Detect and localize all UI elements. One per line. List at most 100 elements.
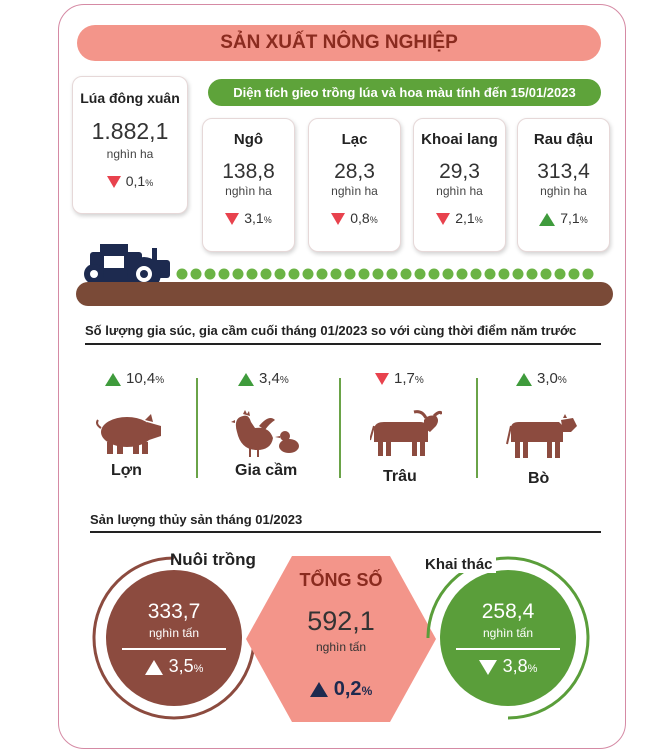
percent-sign: % xyxy=(474,215,483,225)
rice-value: 1.882,1 xyxy=(91,118,169,144)
catch-ring xyxy=(426,556,590,720)
page-frame xyxy=(58,4,626,749)
total-unit: nghìn tấn xyxy=(315,640,367,654)
livestock-divider xyxy=(85,343,601,345)
buffalo-icon xyxy=(370,410,442,456)
total-change: 0,2% xyxy=(244,678,438,701)
farming-unit: nghìn tấn xyxy=(148,626,200,640)
livestock-separator xyxy=(476,378,478,478)
down-arrow-icon xyxy=(225,213,240,226)
farming-divider xyxy=(122,648,226,650)
fishery-divider xyxy=(90,531,601,533)
crop-label: Rau đậu xyxy=(533,131,594,148)
crop-unit: nghìn ha xyxy=(540,184,587,198)
percent-sign: % xyxy=(155,375,165,386)
percent-sign: % xyxy=(193,663,204,675)
percent-sign: % xyxy=(579,215,588,225)
field-illustration xyxy=(76,244,613,306)
total-value: 592,1 xyxy=(307,606,375,636)
livestock-change: 10,4% xyxy=(105,370,164,387)
farming-change: 3,5% xyxy=(106,656,242,677)
crop-change: 2,1% xyxy=(414,210,505,226)
percent-sign: % xyxy=(414,375,424,386)
farming-ring xyxy=(92,556,256,720)
crop-value: 138,8 xyxy=(222,160,275,183)
crops-header: Diện tích gieo trồng lúa và hoa màu tính… xyxy=(208,79,601,106)
livestock-label: Gia cầm xyxy=(235,462,298,479)
crop-value: 28,3 xyxy=(334,160,375,183)
crop-value: 29,3 xyxy=(439,160,480,183)
soil-strip xyxy=(76,282,613,306)
farming-value: 333,7 xyxy=(147,600,201,623)
crop-change-value: 0,8 xyxy=(350,210,370,226)
crop-unit: nghìn ha xyxy=(225,184,272,198)
total-label: TỔNG SỐ xyxy=(299,570,383,590)
up-arrow-icon xyxy=(144,659,163,675)
poultry-icon xyxy=(231,410,299,457)
pig-icon xyxy=(96,414,161,454)
crop-change: 7,1% xyxy=(518,210,609,226)
rice-card: Lúa đông xuân 1.882,1 nghìn ha 0,1% xyxy=(72,76,188,214)
percent-sign: % xyxy=(263,215,272,225)
page-title: SẢN XUẤT NÔNG NGHIỆP xyxy=(77,25,601,61)
rice-change-value: 0,1 xyxy=(125,173,146,189)
fishery-header: Sản lượng thủy sản tháng 01/2023 xyxy=(90,512,303,527)
livestock-header: Số lượng gia súc, gia cầm cuối tháng 01/… xyxy=(85,323,577,338)
livestock-change-value: 3,4 xyxy=(259,370,280,387)
up-arrow-icon xyxy=(309,682,328,698)
catch-value: 258,4 xyxy=(481,600,535,623)
crop-change-value: 3,1 xyxy=(244,210,264,226)
catch-change: 3,8% xyxy=(440,656,576,677)
livestock-change: 3,0% xyxy=(516,370,567,387)
livestock-label: Lợn xyxy=(111,462,142,479)
percent-sign: % xyxy=(527,663,538,675)
crop-change: 3,1% xyxy=(203,210,294,226)
down-arrow-icon xyxy=(106,176,121,189)
percent-sign: % xyxy=(145,178,154,188)
crop-change-value: 7,1 xyxy=(560,210,580,226)
livestock-change: 3,4% xyxy=(238,370,289,387)
crop-unit: nghìn ha xyxy=(436,184,483,198)
down-arrow-icon xyxy=(478,659,497,675)
livestock-separator xyxy=(339,378,341,478)
crop-label: Lạc xyxy=(341,131,368,148)
up-arrow-icon xyxy=(539,212,556,226)
crop-card-lac: Lạc 28,3 nghìn ha 0,8% xyxy=(308,118,401,252)
crop-card-ngo: Ngô 138,8 nghìn ha 3,1% xyxy=(202,118,295,252)
percent-sign: % xyxy=(369,215,378,225)
livestock-change-value: 10,4 xyxy=(126,370,156,387)
farming-label: Nuôi trồng xyxy=(170,550,256,569)
down-arrow-icon xyxy=(436,213,451,226)
up-arrow-icon xyxy=(238,372,254,386)
crop-card-rau-dau: Rau đậu 313,4 nghìn ha 7,1% xyxy=(517,118,610,252)
crop-label: Khoai lang xyxy=(421,131,498,148)
percent-sign: % xyxy=(361,684,373,698)
catch-unit: nghìn tấn xyxy=(482,626,534,640)
catch-change-value: 3,8 xyxy=(502,656,528,676)
total-change-value: 0,2 xyxy=(333,678,362,700)
down-arrow-icon xyxy=(331,213,346,226)
livestock-label: Bò xyxy=(528,470,550,487)
percent-sign: % xyxy=(557,375,567,386)
catch-divider xyxy=(456,648,560,650)
crop-change: 0,8% xyxy=(309,210,400,226)
crop-value: 313,4 xyxy=(537,160,590,183)
rice-label: Lúa đông xuân xyxy=(80,90,180,106)
rice-change: 0,1% xyxy=(73,173,187,189)
rice-unit: nghìn ha xyxy=(106,147,154,161)
catch-label: Khai thác xyxy=(422,556,496,573)
crop-card-khoai-lang: Khoai lang 29,3 nghìn ha 2,1% xyxy=(413,118,506,252)
down-arrow-icon xyxy=(375,373,389,386)
up-arrow-icon xyxy=(105,372,121,386)
crop-label: Ngô xyxy=(233,131,264,148)
livestock-change-value: 1,7 xyxy=(394,370,415,387)
livestock-change: 1,7% xyxy=(375,370,424,387)
crop-change-value: 2,1 xyxy=(455,210,475,226)
livestock-label: Trâu xyxy=(383,468,417,485)
total-hexagon xyxy=(246,556,436,722)
farming-change-value: 3,5 xyxy=(168,656,194,676)
crop-unit: nghìn ha xyxy=(331,184,378,198)
up-arrow-icon xyxy=(516,372,532,386)
livestock-change-value: 3,0 xyxy=(537,370,558,387)
seedlings xyxy=(176,268,594,280)
